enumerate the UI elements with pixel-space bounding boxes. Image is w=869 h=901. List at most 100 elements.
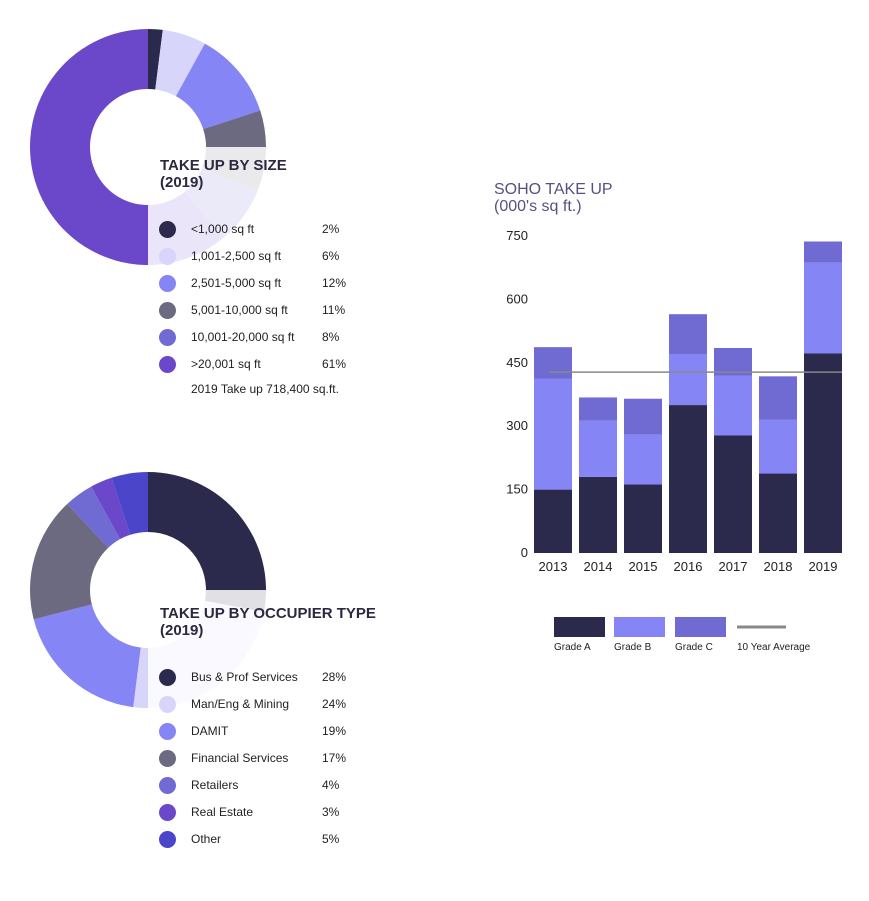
size-legend-swatch — [159, 221, 176, 238]
size-legend-value: 8% — [322, 330, 340, 344]
size-legend-swatch — [159, 248, 176, 265]
bar-legend-swatch — [554, 617, 605, 637]
size-legend-label: 1,001-2,500 sq ft — [191, 249, 282, 263]
bar-grade-a — [714, 435, 752, 553]
y-tick-label: 600 — [506, 291, 528, 306]
bar-grade-a — [669, 405, 707, 553]
occupier-slice-4 — [67, 486, 121, 548]
occupier-legend-value: 28% — [322, 670, 347, 684]
x-tick-label: 2015 — [629, 559, 658, 574]
occupier-legend-item: Retailers 4% — [159, 775, 359, 795]
occupier-legend-swatch — [159, 831, 176, 848]
bar-grade-b — [804, 262, 842, 354]
occupier-legend-value: 4% — [322, 778, 340, 792]
size-legend-value: 61% — [322, 357, 347, 371]
size-slice-1 — [155, 29, 205, 97]
occupier-legend-item: Financial Services 17% — [159, 748, 359, 768]
occupier-legend-swatch — [159, 804, 176, 821]
occupier-legend-value: 5% — [322, 832, 340, 846]
occupier-slice-2 — [33, 604, 141, 708]
size-chart-title: TAKE UP BY SIZE (2019) — [160, 157, 287, 191]
size-legend-swatch — [159, 275, 176, 292]
size-legend-item: 5,001-10,000 sq ft 11% — [159, 300, 359, 320]
size-legend-value: 12% — [322, 276, 347, 290]
size-legend-label: 10,001-20,000 sq ft — [191, 330, 295, 344]
size-legend-item: 2,501-5,000 sq ft 12% — [159, 273, 359, 293]
bar-grade-b — [579, 420, 617, 477]
x-tick-label: 2013 — [539, 559, 568, 574]
bar-grade-b — [624, 434, 662, 485]
occupier-slice-0 — [148, 472, 266, 613]
bar-grade-c — [579, 397, 617, 421]
y-tick-label: 0 — [521, 545, 528, 560]
x-tick-label: 2017 — [719, 559, 748, 574]
size-legend-label: 2,501-5,000 sq ft — [191, 276, 282, 290]
y-tick-label: 150 — [506, 482, 528, 497]
bar-chart-title-text: SOHO TAKE UP — [494, 181, 613, 198]
occupier-legend-label: Real Estate — [191, 805, 254, 819]
bar-grade-c — [714, 348, 752, 376]
occupier-legend-label: Man/Eng & Mining — [191, 697, 290, 711]
bar-chart-subtitle: (000's sq ft.) — [494, 198, 582, 215]
y-tick-label: 450 — [506, 355, 528, 370]
size-legend-value: 6% — [322, 249, 340, 263]
bar-grade-a — [579, 476, 617, 553]
y-tick-label: 300 — [506, 418, 528, 433]
size-legend-backdrop — [148, 147, 270, 269]
size-chart-title-text: TAKE UP BY SIZE — [160, 157, 287, 174]
occupier-chart-title-text: TAKE UP BY OCCUPIER TYPE — [160, 605, 376, 622]
bar-grade-c — [534, 347, 572, 379]
occupier-legend-value: 17% — [322, 751, 347, 765]
occupier-legend-label: Retailers — [191, 778, 239, 792]
bar-grade-b — [534, 378, 572, 490]
bar-grade-a — [804, 353, 842, 553]
size-total-note: 2019 Take up 718,400 sq.ft. — [191, 382, 339, 396]
occupier-legend-item: Man/Eng & Mining 24% — [159, 694, 359, 714]
bar-legend-label: Grade A — [554, 642, 591, 653]
occupier-legend-value: 19% — [322, 724, 347, 738]
size-legend-swatch — [159, 302, 176, 319]
occupier-legend-swatch — [159, 723, 176, 740]
x-tick-label: 2018 — [764, 559, 793, 574]
occupier-slice-6 — [111, 472, 148, 535]
occupier-legend-label: DAMIT — [191, 724, 229, 738]
size-legend-label: >20,001 sq ft — [191, 357, 261, 371]
size-legend-value: 2% — [322, 222, 340, 236]
occupier-legend-value: 24% — [322, 697, 347, 711]
bar-grade-a — [759, 473, 797, 553]
occupier-legend-label: Other — [191, 832, 222, 846]
occupier-legend-label: Financial Services — [191, 751, 289, 765]
size-slice-0 — [148, 29, 163, 90]
size-legend-item: >20,001 sq ft 61% — [159, 354, 359, 374]
occupier-legend-label: Bus & Prof Services — [191, 670, 298, 684]
occupier-legend-item: Other 5% — [159, 829, 359, 849]
size-slice-2 — [175, 43, 261, 130]
size-legend-swatch — [159, 329, 176, 346]
size-legend-item: 10,001-20,000 sq ft 8% — [159, 327, 359, 347]
y-tick-label: 750 — [506, 228, 528, 243]
occupier-chart-title: TAKE UP BY OCCUPIER TYPE (2019) — [160, 605, 376, 639]
bar-legend-label: Grade C — [675, 642, 713, 653]
size-legend-item: 1,001-2,500 sq ft 6% — [159, 246, 359, 266]
bar-grade-c — [624, 398, 662, 435]
bar-grade-c — [759, 376, 797, 420]
occupier-legend-swatch — [159, 750, 176, 767]
occupier-legend-item: Bus & Prof Services 28% — [159, 667, 359, 687]
occupier-legend-item: Real Estate 3% — [159, 802, 359, 822]
occupier-legend-item: DAMIT 19% — [159, 721, 359, 741]
occupier-chart-subtitle: (2019) — [160, 622, 204, 639]
bar-legend-swatch — [614, 617, 665, 637]
bar-grade-b — [714, 375, 752, 436]
occupier-slice-5 — [91, 477, 131, 540]
occupier-legend-value: 3% — [322, 805, 340, 819]
bar-legend-average-label: 10 Year Average — [737, 642, 811, 653]
bar-grade-c — [669, 314, 707, 355]
size-legend-item: <1,000 sq ft 2% — [159, 219, 359, 239]
bar-grade-a — [624, 484, 662, 553]
bar-grade-c — [804, 241, 842, 263]
bar-grade-b — [759, 419, 797, 474]
